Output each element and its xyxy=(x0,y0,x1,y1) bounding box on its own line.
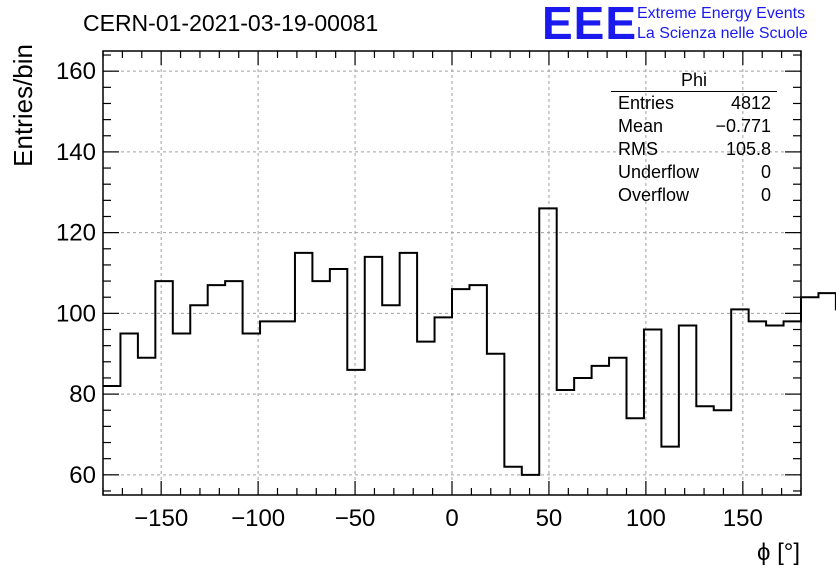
histogram-bin xyxy=(784,321,801,495)
y-tick-label: 120 xyxy=(56,220,96,247)
histogram-bin xyxy=(469,285,486,495)
histogram-bin xyxy=(731,309,748,495)
stats-value: 0 xyxy=(760,162,771,182)
histogram-bin xyxy=(225,281,242,495)
histogram-bin xyxy=(330,269,347,495)
histogram-bin xyxy=(435,317,452,495)
histogram-bin xyxy=(627,418,644,495)
histogram-bin xyxy=(766,325,783,495)
y-tick-label: 160 xyxy=(56,58,96,85)
histogram-bin xyxy=(295,253,312,495)
histogram-bin xyxy=(103,386,120,495)
histogram-bin xyxy=(347,370,364,495)
stats-value: −0.771 xyxy=(715,116,771,136)
logo-caption-line2: La Scienza nelle Scuole xyxy=(637,25,808,42)
axis-ticks xyxy=(102,51,802,495)
histogram-bin xyxy=(557,390,574,495)
histogram-bin xyxy=(539,208,556,495)
histogram-bin xyxy=(522,475,539,495)
stats-label: Entries xyxy=(618,93,675,113)
y-tick-label: 140 xyxy=(56,139,96,166)
y-axis-label: Entries/bin xyxy=(8,44,38,167)
histogram-bin xyxy=(644,330,661,495)
stats-box: Phi Entries 4812 Mean −0.771 RMS 105.8 U… xyxy=(611,70,777,207)
stats-label: Underflow xyxy=(618,162,700,182)
stats-row-overflow: Overflow 0 xyxy=(611,184,777,207)
x-tick-label: 150 xyxy=(723,505,763,532)
histogram-bin xyxy=(696,406,713,495)
x-axis-label: ϕ [°] xyxy=(757,539,800,566)
y-tick-label: 80 xyxy=(69,381,96,408)
histogram-bin xyxy=(120,334,137,495)
stats-label: Overflow xyxy=(618,185,690,205)
y-tick-label: 100 xyxy=(56,300,96,327)
histogram-bin xyxy=(714,410,731,495)
x-tick-label: −150 xyxy=(134,505,188,532)
histogram-bin xyxy=(260,321,277,495)
logo-caption-line1: Extreme Energy Events xyxy=(637,5,806,22)
histogram-bin xyxy=(661,447,678,495)
histogram-bin xyxy=(452,289,469,495)
histogram-bin xyxy=(382,305,399,495)
histogram-bin xyxy=(190,305,207,495)
histogram-bin xyxy=(592,366,609,495)
stats-row-rms: RMS 105.8 xyxy=(611,138,777,161)
x-tick-label: 50 xyxy=(536,505,563,532)
histogram-bin xyxy=(749,321,766,495)
plot-frame xyxy=(102,50,802,496)
y-tick-labels: 60 80 100 120 140 160 xyxy=(56,58,96,489)
x-tick-label: −100 xyxy=(231,505,285,532)
x-tick-labels: −150 −100 −50 0 50 100 150 xyxy=(134,505,763,532)
histogram-bin xyxy=(504,467,521,495)
histogram-bin xyxy=(801,297,818,495)
run-title: CERN-01-2021-03-19-00081 xyxy=(83,10,379,36)
stats-value: 105.8 xyxy=(725,139,771,159)
histogram-step-line xyxy=(103,207,836,476)
histogram-bin xyxy=(609,358,626,495)
stats-row-mean: Mean −0.771 xyxy=(611,115,777,138)
histogram-bin xyxy=(365,257,382,495)
histogram-bin xyxy=(818,293,835,495)
x-tick-label: 0 xyxy=(445,505,458,532)
histogram-bin xyxy=(487,354,504,495)
x-tick-label: −50 xyxy=(335,505,376,532)
stats-title: Phi xyxy=(611,70,777,92)
stats-label: Mean xyxy=(618,116,664,136)
histogram-bin xyxy=(679,325,696,495)
logo-caption: Extreme Energy Events La Scienza nelle S… xyxy=(637,4,808,44)
stats-value: 0 xyxy=(760,185,771,205)
x-tick-label: 100 xyxy=(626,505,666,532)
stats-row-entries: Entries 4812 xyxy=(611,92,777,115)
stats-label: RMS xyxy=(618,139,658,159)
histogram-bin xyxy=(243,334,260,495)
histogram-bin xyxy=(417,342,434,495)
stats-value: 4812 xyxy=(730,93,771,113)
histogram-bin xyxy=(574,378,591,495)
stats-row-underflow: Underflow 0 xyxy=(611,161,777,184)
eee-logo: EEE xyxy=(542,0,638,49)
histogram-bin xyxy=(278,321,295,495)
histogram-bin xyxy=(400,253,417,495)
histogram-bin xyxy=(208,285,225,495)
y-tick-label: 60 xyxy=(69,462,96,489)
histogram-bin xyxy=(173,334,190,495)
